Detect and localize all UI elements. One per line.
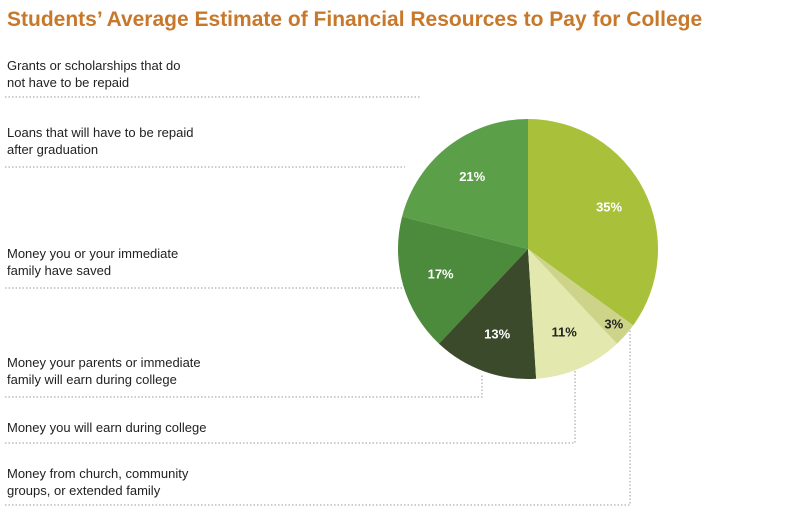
label-line: Loans that will have to be repaid: [7, 125, 193, 140]
pie-slice: [528, 249, 617, 379]
legend-label: Money your parents or immediate family wi…: [7, 355, 201, 387]
label-line: Money you or your immediate: [7, 246, 178, 261]
label-line: groups, or extended family: [7, 483, 161, 498]
label-line: after graduation: [7, 142, 98, 157]
value-label: 17%: [428, 266, 454, 281]
legend-label: Money you or your immediate family have s…: [7, 246, 178, 278]
label-line: Money from church, community: [7, 466, 189, 481]
pie-slice: [528, 249, 634, 344]
value-label: 3%: [604, 317, 623, 332]
value-label: 21%: [459, 169, 485, 184]
pie-slice: [439, 249, 537, 379]
value-label: 35%: [596, 200, 622, 215]
pie-slice: [528, 119, 658, 326]
legend-label: Loans that will have to be repaid after g…: [7, 125, 193, 157]
leader-line: [5, 375, 483, 398]
pie-slice: [402, 119, 528, 249]
value-label: 13%: [484, 327, 510, 342]
leader-line: [5, 368, 576, 444]
value-label: 11%: [551, 325, 577, 340]
pie-slice: [398, 216, 528, 344]
label-line: Money you will earn during college: [7, 420, 206, 435]
label-line: family will earn during college: [7, 372, 177, 387]
label-line: Money your parents or immediate: [7, 355, 201, 370]
legend-label: Grants or scholarships that do not have t…: [7, 58, 180, 90]
legend-label: Money you will earn during college: [7, 420, 206, 435]
legend-label: Money from church, community groups, or e…: [7, 466, 189, 498]
label-line: Grants or scholarships that do: [7, 58, 180, 73]
label-line: family have saved: [7, 263, 111, 278]
chart-title: Students’ Average Estimate of Financial …: [7, 8, 702, 31]
label-line: not have to be repaid: [7, 75, 129, 90]
